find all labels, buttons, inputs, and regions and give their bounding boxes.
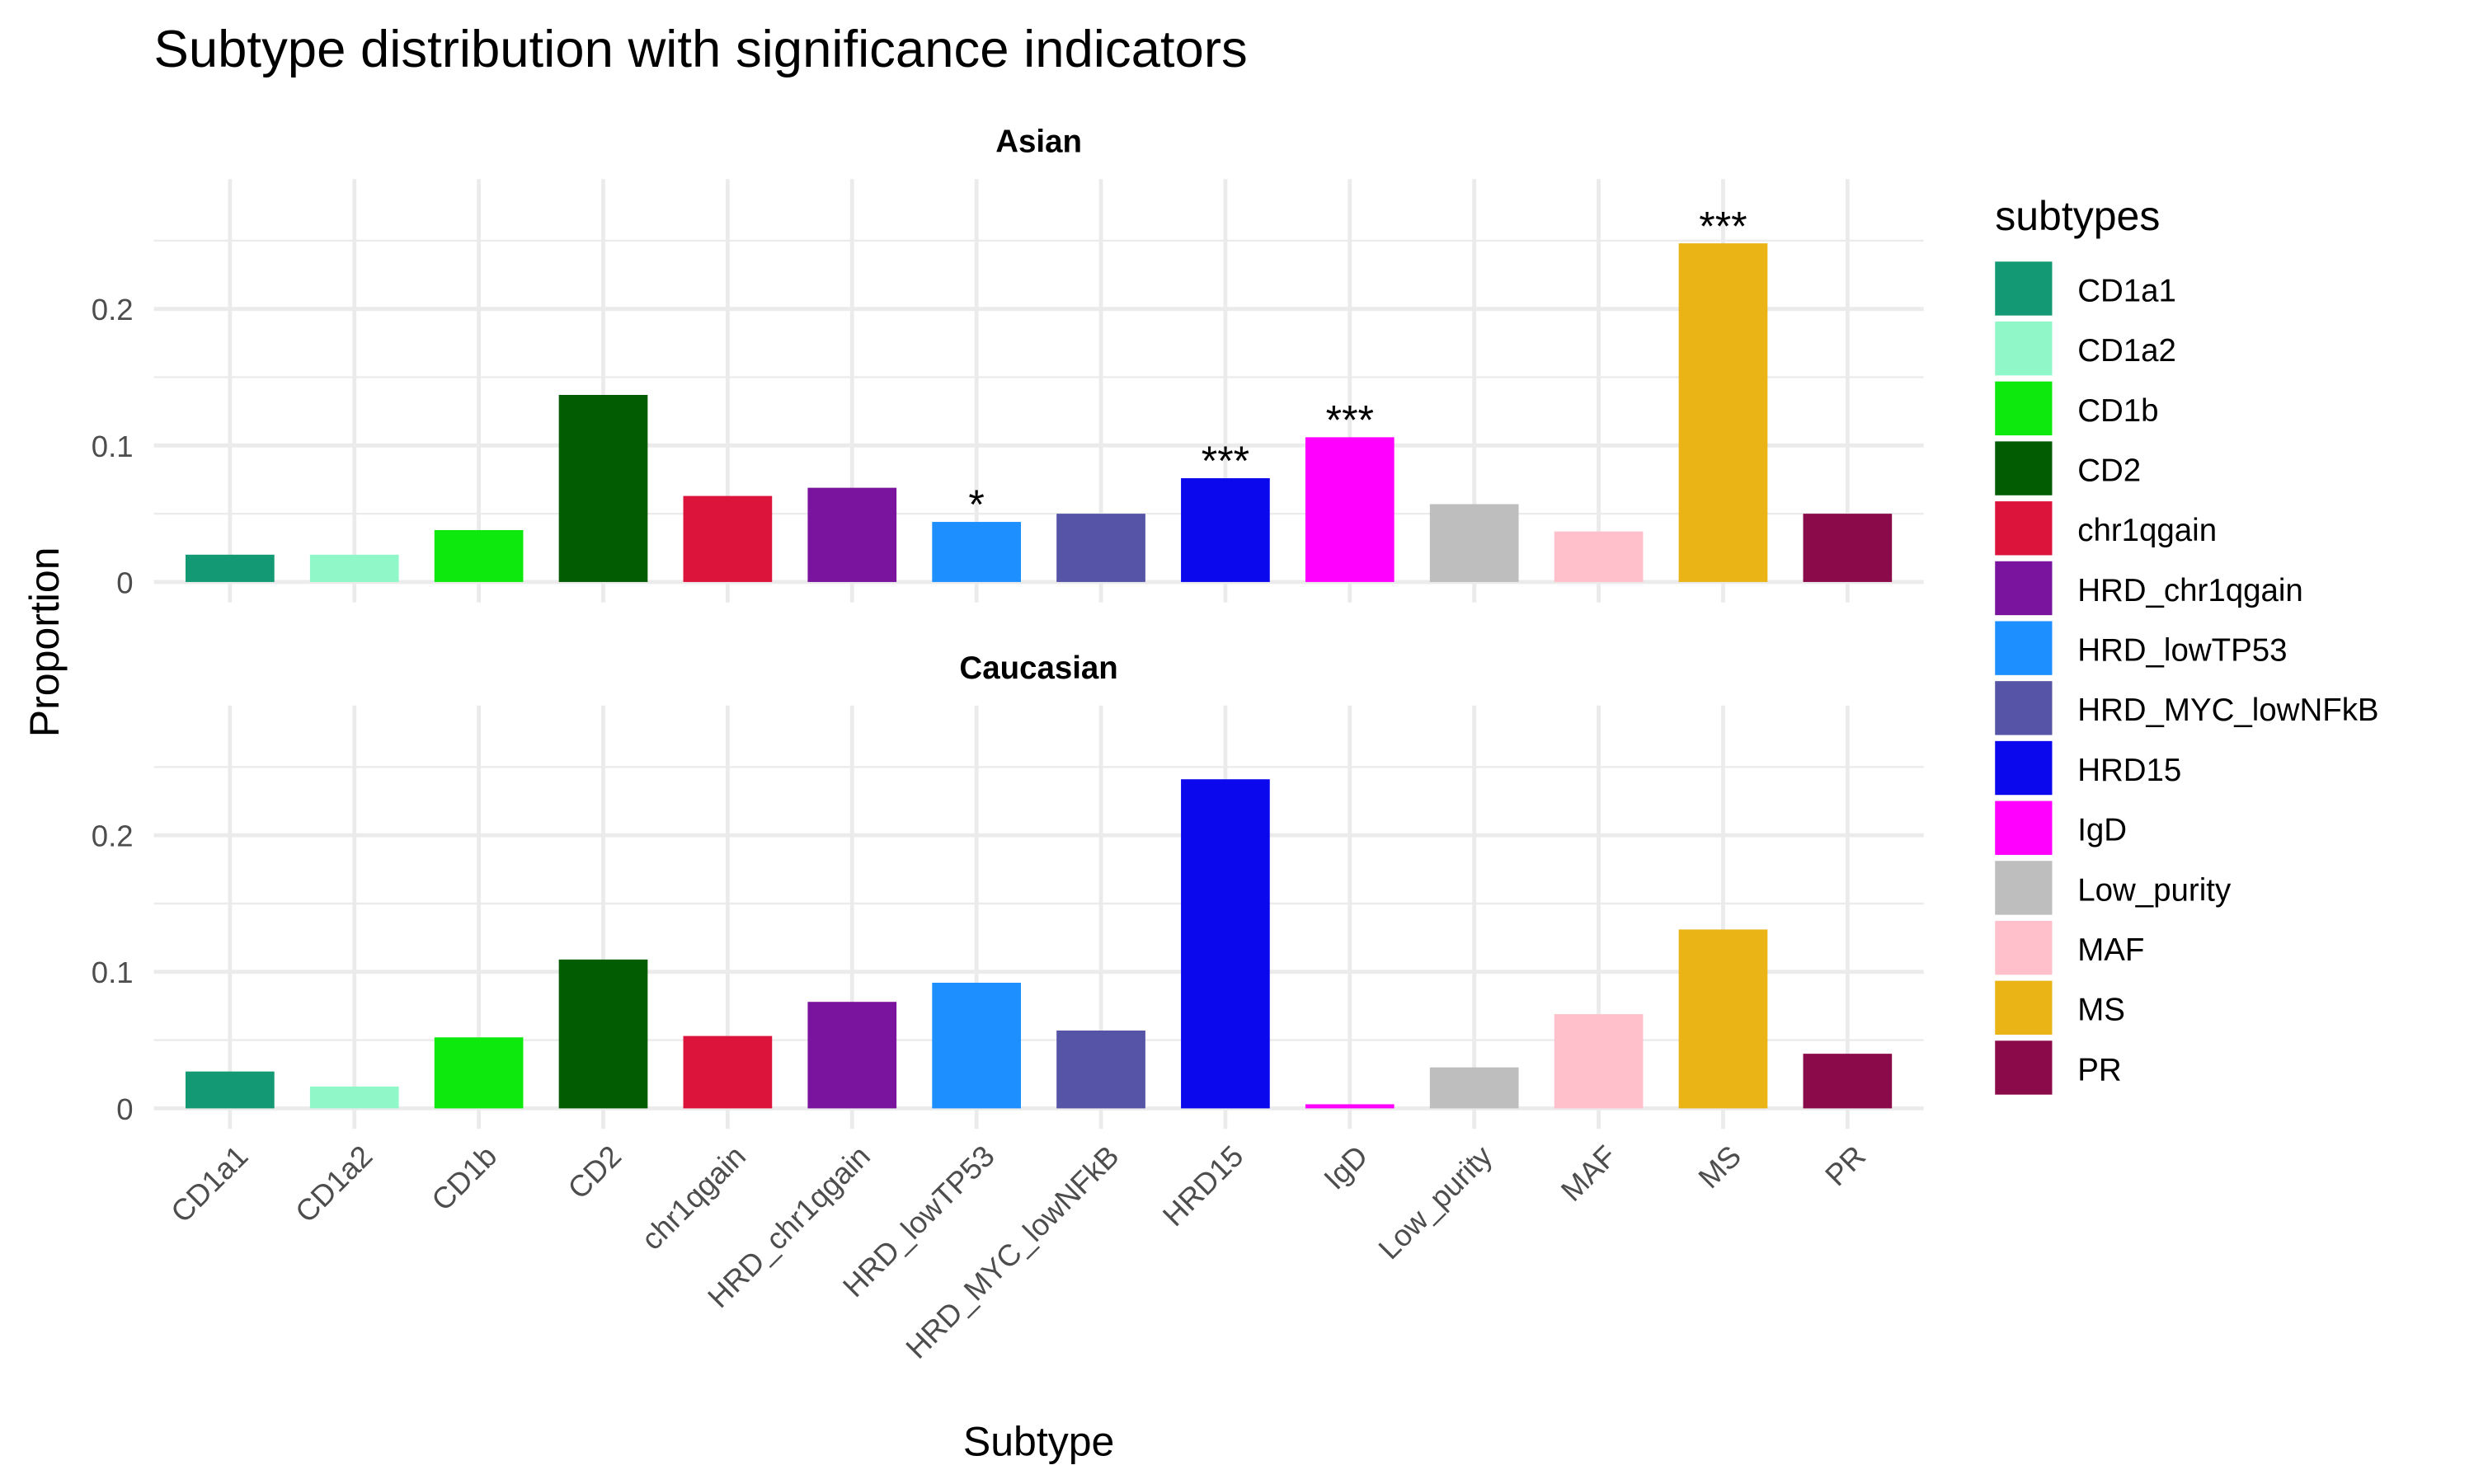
legend-label: CD1a2 xyxy=(2077,333,2176,369)
bar xyxy=(1803,514,1893,582)
bar xyxy=(1056,514,1145,582)
x-tick-label: chr1qgain xyxy=(635,1139,752,1256)
legend-key xyxy=(1995,261,2053,316)
y-tick-label: 0.1 xyxy=(92,956,134,989)
y-tick-label: 0.2 xyxy=(92,293,134,326)
x-tick-label: MS xyxy=(1691,1139,1747,1195)
y-tick-label: 0 xyxy=(116,566,133,599)
legend-label: HRD_lowTP53 xyxy=(2077,633,2287,669)
legend-key xyxy=(1995,861,2053,915)
bar xyxy=(1554,531,1644,582)
legend-label: CD1b xyxy=(2077,393,2158,429)
legend-label: CD2 xyxy=(2077,453,2141,488)
legend-key xyxy=(1995,740,2053,796)
bar xyxy=(807,487,897,582)
bar xyxy=(434,1037,524,1109)
x-tick-label: HRD_MYC_lowNFkB xyxy=(899,1139,1125,1364)
bar xyxy=(932,522,1021,582)
x-axis-title: Subtype xyxy=(963,1418,1114,1464)
legend-label: chr1qgain xyxy=(2077,513,2217,548)
x-tick-label: CD1a2 xyxy=(289,1139,379,1228)
legend-key xyxy=(1995,1040,2053,1095)
x-tick-label: CD1a1 xyxy=(164,1139,254,1228)
bar xyxy=(1678,243,1768,582)
facet-title: Asian xyxy=(995,124,1082,160)
bar xyxy=(1429,504,1519,582)
legend-label: Low_purity xyxy=(2077,872,2232,908)
legend-key xyxy=(1995,561,2053,616)
y-axis-title: Proportion xyxy=(21,547,68,737)
bar xyxy=(186,1071,275,1109)
legend-label: HRD_MYC_lowNFkB xyxy=(2077,693,2378,728)
y-tick-label: 0 xyxy=(116,1092,133,1126)
legend-label: MS xyxy=(2077,993,2125,1028)
bar xyxy=(186,554,275,582)
bar xyxy=(309,1086,399,1109)
significance-label: *** xyxy=(1699,203,1747,249)
legend-key xyxy=(1995,381,2053,436)
x-tick-label: CD1b xyxy=(425,1139,503,1217)
legend-key xyxy=(1995,621,2053,675)
bar xyxy=(932,983,1021,1109)
legend-label: PR xyxy=(2077,1052,2121,1087)
legend-key xyxy=(1995,801,2053,855)
legend-label: HRD_chr1qgain xyxy=(2077,573,2303,608)
x-tick-label: IgD xyxy=(1317,1139,1374,1195)
legend-key xyxy=(1995,441,2053,495)
significance-label: * xyxy=(968,481,984,528)
legend-label: HRD15 xyxy=(2077,753,2181,788)
bar xyxy=(683,1036,773,1109)
legend-title: subtypes xyxy=(1995,193,2160,239)
bar xyxy=(683,495,773,582)
x-tick-label: HRD15 xyxy=(1156,1139,1250,1233)
x-tick-label: Low_purity xyxy=(1371,1139,1498,1266)
legend-key xyxy=(1995,980,2053,1035)
y-tick-label: 0.2 xyxy=(92,819,134,853)
bar xyxy=(1429,1067,1519,1109)
legend-label: CD1a1 xyxy=(2077,273,2176,308)
bar xyxy=(558,959,648,1109)
legend-key xyxy=(1995,681,2053,735)
bar xyxy=(1181,478,1270,582)
legend-key xyxy=(1995,322,2053,376)
legend-key xyxy=(1995,920,2053,975)
legend-label: MAF xyxy=(2077,932,2144,968)
bar xyxy=(1803,1054,1893,1109)
legend-key xyxy=(1995,501,2053,556)
bar xyxy=(434,529,524,582)
bar xyxy=(309,554,399,582)
x-tick-label: MAF xyxy=(1554,1139,1624,1208)
chart-title: Subtype distribution with significance i… xyxy=(154,21,1248,78)
significance-label: *** xyxy=(1202,438,1249,484)
y-tick-label: 0.1 xyxy=(92,430,134,463)
bar xyxy=(558,395,648,582)
significance-label: *** xyxy=(1326,397,1374,444)
bar xyxy=(1181,779,1270,1109)
bar xyxy=(1305,1104,1395,1109)
bar xyxy=(1056,1030,1145,1109)
bar xyxy=(1554,1014,1644,1109)
legend-label: IgD xyxy=(2077,813,2127,848)
bar xyxy=(1678,929,1768,1109)
bar xyxy=(1305,437,1395,582)
x-tick-label: PR xyxy=(1818,1139,1872,1192)
x-tick-label: CD2 xyxy=(562,1139,628,1205)
bar xyxy=(807,1002,897,1109)
facet-title: Caucasian xyxy=(959,650,1117,686)
